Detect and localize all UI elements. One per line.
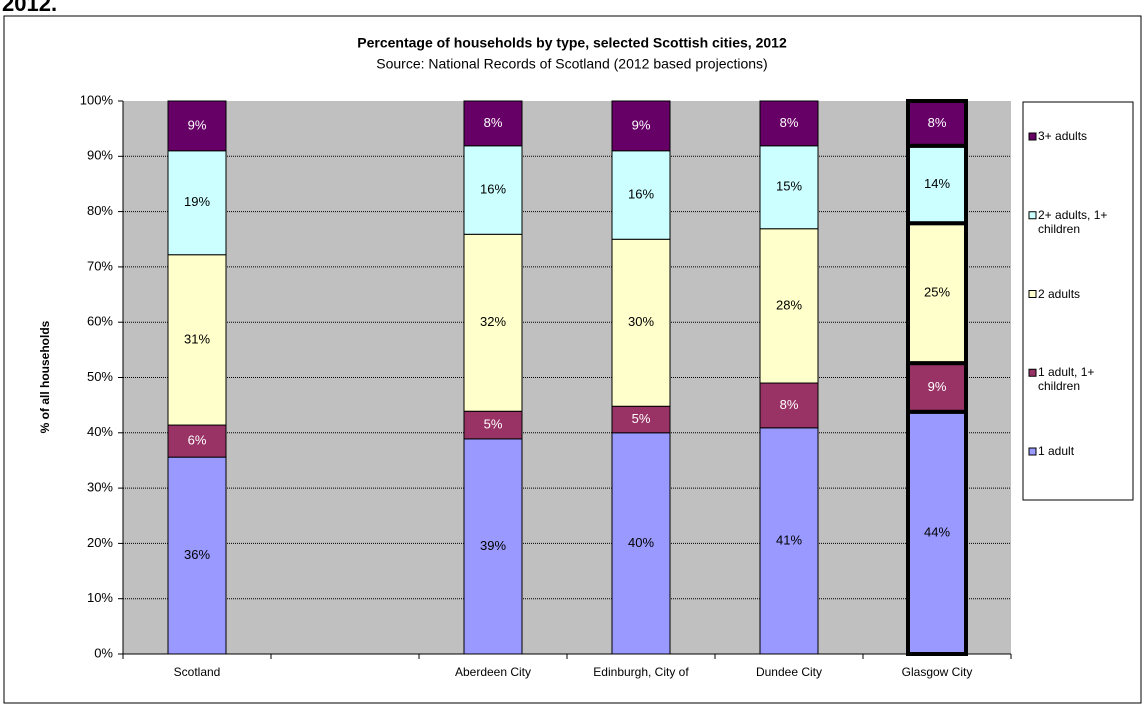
bar-segment	[463, 410, 523, 440]
data-label: 30%	[628, 314, 654, 329]
bar-segment	[611, 150, 671, 240]
legend-swatch	[1028, 290, 1037, 298]
legend-item: 3+ adults	[1038, 129, 1088, 143]
legend-item: 1 adult	[1038, 444, 1075, 458]
bar-segment	[759, 228, 819, 384]
page-heading: 2012.	[2, 0, 58, 16]
bar-segment	[611, 238, 671, 407]
data-label: 36%	[184, 547, 210, 562]
data-label: 40%	[628, 535, 654, 550]
bar-segment	[611, 100, 671, 152]
legend-item: 1 adult, 1+ children	[1038, 365, 1095, 394]
y-tick-label: 0%	[94, 645, 113, 660]
bar-segment	[906, 409, 968, 657]
legend-swatch	[1028, 368, 1037, 377]
bar-segment	[611, 432, 671, 655]
bar-segment	[759, 382, 819, 429]
y-tick-label: 60%	[87, 314, 113, 329]
data-label: 8%	[484, 115, 503, 130]
data-label: 9%	[632, 117, 651, 132]
data-label: 41%	[776, 532, 802, 547]
data-label: 16%	[628, 186, 654, 201]
bar-segment	[463, 100, 523, 147]
bar-segment	[463, 233, 523, 412]
bar-segment	[463, 438, 523, 655]
bar-segment	[167, 254, 227, 426]
x-tick-label: Aberdeen City	[455, 665, 531, 679]
data-label: 39%	[480, 538, 506, 553]
bar-segment	[167, 456, 227, 655]
data-label: 32%	[480, 314, 506, 329]
bar-segment	[611, 405, 671, 434]
y-tick-label: 40%	[87, 424, 113, 439]
chart-subtitle: Source: National Records of Scotland (20…	[376, 56, 767, 72]
data-label: 44%	[924, 524, 950, 539]
data-label: 8%	[780, 115, 799, 130]
data-label: 28%	[776, 297, 802, 312]
x-tick-label: Scotland	[174, 665, 221, 679]
data-label: 14%	[924, 176, 950, 191]
bar-segment	[906, 221, 968, 366]
data-label: 16%	[480, 181, 506, 196]
bar-segment	[759, 100, 819, 147]
data-label: 6%	[188, 433, 207, 448]
chart-title: Percentage of households by type, select…	[357, 35, 787, 51]
data-label: 9%	[928, 379, 947, 394]
y-tick-label: 70%	[87, 258, 113, 273]
data-label: 9%	[188, 117, 207, 132]
y-tick-label: 80%	[87, 203, 113, 218]
data-label: 19%	[184, 194, 210, 209]
legend-item: 2+ adults, 1+ children	[1038, 207, 1108, 236]
bar-segment	[167, 100, 227, 152]
legend-label: 1 adult	[1038, 444, 1075, 458]
y-tick-label: 50%	[87, 369, 113, 384]
legend-label: 1 adult, 1+ children	[1038, 365, 1095, 394]
bar-segment	[906, 99, 968, 148]
y-axis-label: % of all households	[38, 320, 52, 433]
bar-segment	[759, 145, 819, 230]
data-label: 15%	[776, 179, 802, 194]
legend-label: 2+ adults, 1+ children	[1038, 207, 1108, 236]
x-tick-label: Dundee City	[756, 665, 822, 679]
legend-box	[1022, 101, 1134, 501]
data-label: 5%	[484, 416, 503, 431]
data-label: 8%	[928, 115, 947, 130]
x-tick-label: Edinburgh, City of	[593, 665, 689, 679]
y-tick-label: 90%	[87, 148, 113, 163]
legend-label: 2 adults	[1038, 286, 1081, 301]
data-label: 25%	[924, 285, 950, 300]
x-tick-label: Glasgow City	[902, 665, 973, 679]
y-tick-label: 20%	[87, 535, 113, 550]
bar-segment	[463, 145, 523, 235]
legend-item: 2 adults	[1038, 286, 1081, 301]
data-label: 5%	[632, 411, 651, 426]
data-label: 31%	[184, 331, 210, 346]
data-label: 8%	[780, 397, 799, 412]
legend-swatch	[1028, 447, 1037, 456]
bar-segment	[167, 150, 227, 256]
y-tick-label: 30%	[87, 480, 113, 495]
bar-segment	[759, 427, 819, 655]
y-tick-label: 10%	[87, 590, 113, 605]
y-tick-label: 100%	[80, 92, 114, 107]
legend-swatch	[1028, 211, 1037, 220]
legend-label: 3+ adults	[1038, 129, 1088, 143]
legend-swatch	[1028, 132, 1037, 141]
